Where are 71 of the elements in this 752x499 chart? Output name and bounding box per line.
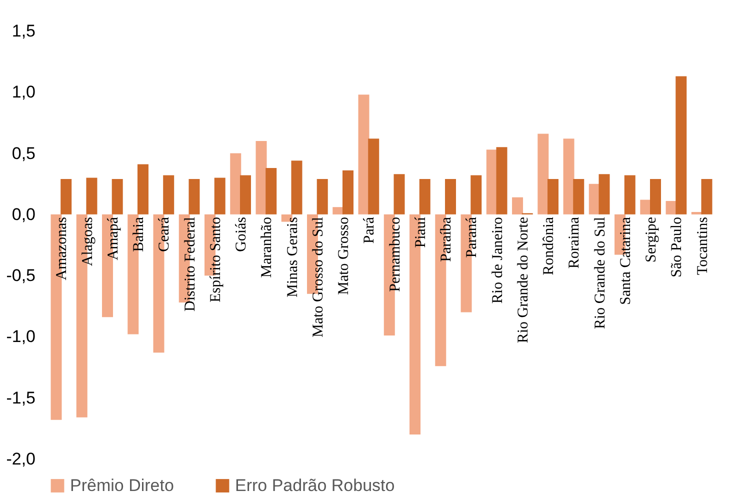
x-tick-label: Piauí: [412, 216, 429, 248]
bar: [563, 138, 574, 214]
bar: [640, 200, 652, 214]
y-tick-label: 1,5: [12, 22, 36, 40]
x-tick-label: Rondônia: [541, 216, 558, 276]
x-tick-label: Rio Grande do Norte: [515, 216, 532, 344]
x-tick-label: Paraná: [464, 216, 480, 258]
bar: [676, 76, 687, 214]
bar: [470, 175, 482, 214]
x-tick-label: Tocantins: [694, 216, 711, 276]
y-tick-label: -1,5: [6, 388, 36, 408]
bar: [368, 138, 380, 214]
y-tick-label: -2,0: [6, 450, 36, 468]
bar: [256, 141, 267, 214]
x-tick-label: São Paulo: [669, 216, 686, 278]
x-tick-label: Amazonas: [54, 216, 70, 280]
bar: [291, 160, 302, 214]
x-tick-label: Rio de Janeiro: [490, 216, 506, 304]
bar: [332, 207, 344, 214]
bar: [598, 174, 610, 214]
x-tick-label: Rio Grande do Sul: [592, 216, 608, 330]
x-tick-label: Distrito Federal: [182, 216, 198, 312]
bar: [316, 178, 328, 214]
bar: [358, 94, 370, 214]
x-tick-label: Alagoas: [80, 216, 96, 266]
x-tick-label: Ceará: [156, 216, 173, 252]
bar: [496, 147, 508, 214]
bar: [214, 178, 226, 214]
bar: [538, 134, 549, 214]
legend-label: Prêmio Direto: [70, 476, 174, 495]
x-tick-label: Paraíba: [438, 216, 455, 262]
bar: [137, 164, 148, 214]
x-tick-label: Mato Grosso: [336, 216, 352, 295]
bar: [86, 178, 98, 214]
y-tick-label: -1,0: [6, 327, 36, 346]
x-tick-label: Pará: [362, 216, 378, 244]
bar: [240, 175, 251, 214]
x-tick-label: Pernambuco: [387, 216, 404, 292]
y-tick-label: 0,5: [12, 144, 36, 163]
bar: [230, 153, 242, 214]
bar: [691, 212, 702, 214]
x-tick-label: Sergipe: [644, 216, 660, 262]
x-tick-label: Mato Grosso do Sul: [310, 216, 326, 338]
y-tick-label: -0,5: [6, 266, 36, 286]
bar: [548, 178, 558, 214]
bar: [163, 175, 174, 214]
legend-label: Erro Padrão Robusto: [235, 476, 395, 495]
x-tick-label: Espírito Santo: [208, 216, 224, 302]
x-tick-label: Maranhão: [259, 216, 276, 278]
x-tick-label: Amapá: [105, 216, 122, 260]
bar: [60, 178, 72, 214]
bar: [588, 184, 600, 214]
x-tick-label: Goiás: [234, 216, 250, 252]
bar: [444, 178, 456, 214]
bar: [266, 168, 277, 214]
x-tick-label: Roraima: [566, 216, 583, 269]
bar: [394, 174, 405, 214]
bar: [342, 170, 354, 214]
bar: [573, 178, 584, 214]
x-tick-label: Bahia: [131, 216, 148, 252]
x-tick-label: Minas Gerais: [284, 216, 301, 298]
bar: [701, 178, 712, 214]
bar: [512, 197, 524, 214]
bar: [624, 175, 636, 214]
y-tick-label: 1,0: [12, 82, 36, 102]
x-tick-label: Santa Catarina: [618, 216, 634, 305]
bar: [419, 178, 430, 214]
bar: [650, 178, 662, 214]
bar: [112, 178, 123, 214]
bar: [188, 178, 200, 214]
y-tick-label: 0,0: [12, 204, 36, 224]
